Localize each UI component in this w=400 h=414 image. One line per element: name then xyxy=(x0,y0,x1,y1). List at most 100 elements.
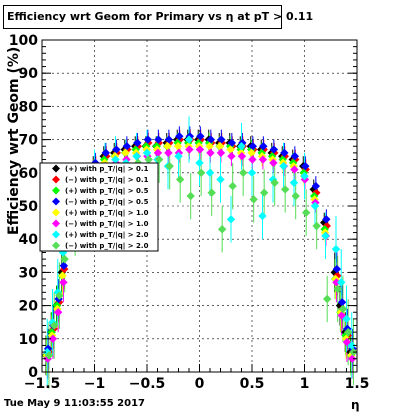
x-tick-label: −1 xyxy=(84,376,105,392)
data-point xyxy=(207,188,216,197)
data-point xyxy=(60,254,69,264)
data-point xyxy=(258,211,267,221)
data-point xyxy=(332,278,341,287)
data-point xyxy=(154,135,163,144)
data-point xyxy=(185,145,194,154)
data-point xyxy=(175,175,185,184)
data-point xyxy=(338,304,348,314)
data-point xyxy=(247,148,256,158)
y-tick-label: 50 xyxy=(19,199,39,215)
data-point xyxy=(175,132,184,141)
data-point xyxy=(247,168,257,177)
data-point xyxy=(164,148,173,158)
data-point xyxy=(58,271,67,280)
data-point xyxy=(217,225,227,234)
error-bars xyxy=(45,116,354,389)
data-point xyxy=(154,155,164,164)
y-tick-label: 90 xyxy=(19,66,39,82)
data-point xyxy=(101,148,111,158)
data-point xyxy=(205,142,214,151)
data-point xyxy=(290,165,299,174)
data-point xyxy=(206,148,215,158)
legend-box xyxy=(39,162,159,252)
data-point xyxy=(195,145,205,154)
x-tick-label: −1.5 xyxy=(24,376,61,392)
data-point xyxy=(195,158,204,168)
y-tick-label: 10 xyxy=(19,332,39,348)
x-tick-label: −0.5 xyxy=(129,376,166,392)
legend-marker xyxy=(52,186,60,195)
data-point xyxy=(270,178,279,187)
data-point xyxy=(226,145,235,154)
data-point xyxy=(173,142,183,151)
legend-label: (+) with p_T/|q| > 1.0 xyxy=(65,209,149,218)
data-point xyxy=(164,135,174,144)
y-tick-label: 100 xyxy=(9,33,38,49)
legend-label: (+) with p_T/|q| > 0.1 xyxy=(65,165,149,174)
data-point xyxy=(342,314,351,324)
data-point xyxy=(238,168,248,177)
data-point xyxy=(186,191,195,201)
data-point xyxy=(144,155,153,164)
x-axis-title: η xyxy=(351,398,360,412)
data-point xyxy=(143,135,153,144)
data-point xyxy=(237,142,246,151)
data-point xyxy=(300,171,309,181)
data-point xyxy=(44,351,54,360)
data-point xyxy=(121,148,130,158)
data-point xyxy=(280,185,290,194)
data-point xyxy=(248,155,257,164)
data-point xyxy=(333,284,342,294)
data-point xyxy=(59,261,69,270)
data-point xyxy=(227,152,236,161)
data-point xyxy=(217,135,226,144)
data-point xyxy=(153,148,163,158)
legend-label: (−) with p_T/|q| > 2.0 xyxy=(65,242,149,251)
data-point xyxy=(269,145,279,154)
legend-marker xyxy=(52,230,60,239)
data-point xyxy=(290,152,300,161)
legend-label: (+) with p_T/|q| > 2.0 xyxy=(65,231,149,240)
data-point xyxy=(122,142,132,151)
y-tick-label: 0 xyxy=(28,365,38,381)
data-point xyxy=(227,138,237,148)
data-point xyxy=(206,135,216,144)
data-point xyxy=(43,354,52,363)
data-point xyxy=(112,145,121,154)
data-point xyxy=(321,231,330,241)
data-point xyxy=(337,298,347,307)
data-point xyxy=(111,155,120,164)
data-point xyxy=(184,135,194,144)
data-point xyxy=(49,321,59,330)
data-point xyxy=(205,168,215,177)
x-tick-label: 1 xyxy=(300,376,310,392)
data-point xyxy=(142,148,152,158)
data-point xyxy=(311,181,321,191)
y-tick-label: 80 xyxy=(19,99,39,115)
legend-label: (−) with p_T/|q| > 1.0 xyxy=(65,220,149,229)
data-point xyxy=(331,244,341,254)
x-tick-label: 0.5 xyxy=(240,376,265,392)
y-tick-label: 60 xyxy=(19,166,39,182)
data-point xyxy=(237,152,247,161)
x-tick-label: 0 xyxy=(195,376,205,392)
data-point xyxy=(248,142,258,151)
data-point xyxy=(343,327,353,337)
y-tick-label: 30 xyxy=(19,265,39,281)
chart-title: Efficiency wrt Geom for Primary vs η at … xyxy=(3,5,313,29)
legend-label: (−) with p_T/|q| > 0.1 xyxy=(65,176,149,185)
data-point xyxy=(291,191,300,201)
data-point xyxy=(165,161,174,171)
legend-marker xyxy=(52,241,60,250)
y-axis-title: Efficiency wrt Geom (%) xyxy=(6,46,22,235)
legend-marker xyxy=(52,219,60,228)
y-tick-label: 40 xyxy=(19,232,39,248)
data-point xyxy=(332,264,342,274)
legend: (+) with p_T/|q| > 0.1 (−) with p_T/|q| >… xyxy=(39,162,159,252)
data-point xyxy=(163,142,172,151)
data-point xyxy=(53,308,63,317)
y-tick-label: 20 xyxy=(19,299,39,315)
data-point xyxy=(258,155,268,164)
axis-ticks: −1.5 −1 −0.5 0 0.5 1 1.5 0 10 20 30 40 50 60 70 80 90 100 xyxy=(9,33,370,392)
data-point xyxy=(132,152,141,161)
